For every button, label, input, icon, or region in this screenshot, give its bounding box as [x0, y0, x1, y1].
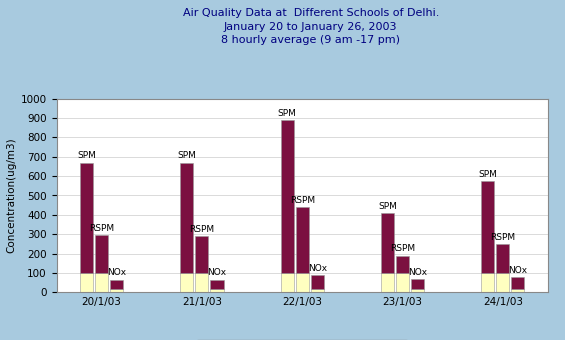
Text: RSPM: RSPM — [390, 244, 415, 253]
Bar — [497, 273, 510, 292]
Bar — [497, 244, 510, 273]
Bar — [511, 277, 524, 289]
Bar — [411, 289, 424, 292]
Bar — [396, 273, 409, 292]
Text: SPM: SPM — [479, 170, 497, 178]
Bar — [381, 213, 394, 273]
Bar — [396, 256, 409, 273]
Text: NOx: NOx — [408, 268, 427, 276]
Bar — [211, 280, 224, 289]
Text: RSPM: RSPM — [290, 196, 315, 205]
Bar — [80, 163, 93, 273]
Bar — [381, 273, 394, 292]
Bar — [211, 289, 224, 292]
Text: SPM: SPM — [378, 202, 397, 210]
Bar — [180, 273, 193, 292]
Bar — [311, 275, 324, 289]
Text: SPM: SPM — [77, 151, 96, 160]
Bar — [295, 273, 309, 292]
Bar — [110, 280, 123, 289]
Text: NOx: NOx — [107, 269, 126, 277]
Bar — [481, 273, 494, 292]
Text: NOx: NOx — [308, 264, 327, 273]
Bar — [411, 279, 424, 289]
Text: NOx: NOx — [207, 269, 227, 277]
Text: SPM: SPM — [278, 108, 297, 118]
Text: Air Quality Data at  Different Schools of Delhi.
January 20 to January 26, 2003
: Air Quality Data at Different Schools of… — [182, 8, 439, 45]
Bar — [195, 273, 208, 292]
Bar — [311, 289, 324, 292]
Bar — [95, 235, 108, 273]
Bar — [481, 181, 494, 273]
Bar — [195, 236, 208, 273]
Bar — [511, 289, 524, 292]
Text: RSPM: RSPM — [89, 224, 114, 233]
Bar — [110, 289, 123, 292]
Y-axis label: Concentration(ug/m3): Concentration(ug/m3) — [6, 138, 16, 253]
Bar — [281, 120, 294, 273]
Text: SPM: SPM — [177, 151, 197, 160]
Bar — [295, 207, 309, 273]
Bar — [281, 273, 294, 292]
Text: NOx: NOx — [508, 266, 528, 275]
Bar — [180, 163, 193, 273]
Text: RSPM: RSPM — [490, 233, 515, 242]
Text: RSPM: RSPM — [189, 225, 215, 234]
Bar — [95, 273, 108, 292]
Bar — [80, 273, 93, 292]
